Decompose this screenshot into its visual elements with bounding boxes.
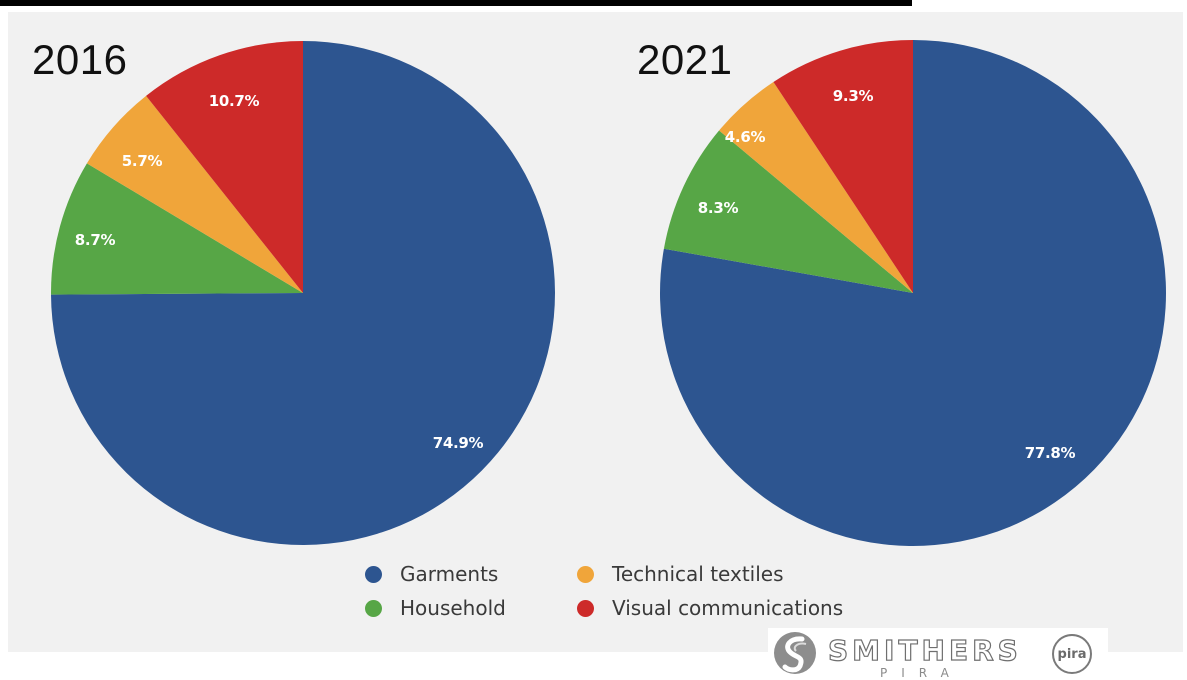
pie-slice-visual-communications-2021	[773, 40, 913, 293]
slice-label-technical-textiles-2021: 4.6%	[725, 128, 766, 146]
pie-slice-garments-2021	[659, 40, 1166, 547]
slice-label-garments-2021: 77.8%	[1025, 444, 1076, 462]
pie-slice-technical-textiles-2021	[719, 81, 913, 294]
pie-slice-visual-communications-2016	[146, 41, 303, 293]
pie-slice-garments-2016	[51, 41, 555, 545]
chart-title-2021: 2021	[637, 36, 733, 83]
top-rule	[0, 0, 912, 6]
pie-slice-household-2016	[51, 163, 303, 295]
legend-label: Garments	[400, 562, 499, 586]
legend-label: Visual communications	[612, 596, 844, 620]
slice-label-visual-communications-2021: 9.3%	[833, 87, 874, 105]
legend-swatch-visual-communications	[577, 599, 594, 617]
slice-label-garments-2016: 74.9%	[433, 434, 484, 452]
smithers-pira-logo: SMITHERS PIRA pira	[768, 628, 1108, 680]
legend-item-garments: Garments	[365, 562, 498, 586]
logo-brand-text: SMITHERS	[827, 633, 1022, 667]
legend-label: Technical textiles	[612, 562, 784, 586]
pie-slice-household-2021	[663, 130, 913, 293]
pira-badge: pira	[1052, 634, 1092, 674]
chart-title-2016: 2016	[32, 36, 128, 83]
legend-item-household: Household	[365, 596, 506, 620]
slice-label-household-2016: 8.7%	[75, 231, 116, 249]
legend-item-technical-textiles: Technical textiles	[577, 562, 784, 586]
legend-swatch-technical-textiles	[577, 565, 594, 583]
legend-label: Household	[400, 596, 506, 620]
slice-label-household-2021: 8.3%	[698, 199, 739, 217]
legend-swatch-household	[365, 599, 382, 617]
slice-label-visual-communications-2016: 10.7%	[209, 92, 260, 110]
legend-item-visual-communications: Visual communications	[577, 596, 843, 620]
legend-swatch-garments	[365, 565, 382, 583]
pie-slice-technical-textiles-2016	[86, 95, 303, 293]
smithers-swirl-icon	[774, 632, 816, 674]
slice-label-technical-textiles-2016: 5.7%	[122, 152, 163, 170]
legend: Garments Technical textiles Household Vi…	[365, 562, 905, 628]
logo-sub-text: PIRA	[880, 666, 963, 680]
